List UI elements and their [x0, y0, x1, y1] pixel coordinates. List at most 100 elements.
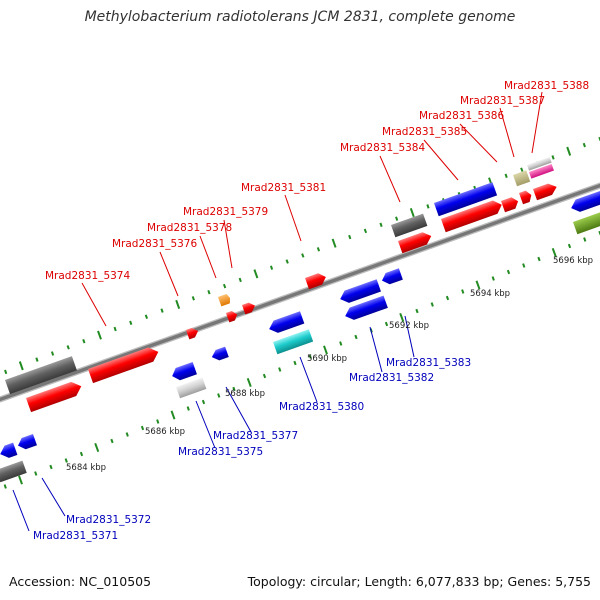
scale-tick: [79, 451, 84, 457]
scale-tick: [537, 256, 541, 262]
gene-features: [0, 156, 600, 483]
scale-tick: [504, 173, 508, 179]
scale-tick: [331, 238, 337, 248]
scale-tick: [110, 438, 114, 444]
gene-label-5382[interactable]: Mrad2831_5382: [349, 372, 434, 384]
scale-tick: [363, 228, 368, 234]
gene-label-5372[interactable]: Mrad2831_5372: [66, 514, 151, 526]
scale-tick: [34, 471, 38, 476]
scale-tick: [293, 360, 297, 366]
gene-red-5385: [441, 200, 502, 233]
scale-tick: [82, 338, 86, 344]
scale-label-5694: 5694 kbp: [470, 289, 510, 299]
scale-tick: [323, 345, 328, 355]
scale-tick: [144, 314, 149, 319]
genome-title: Methylobacterium radiotolerans JCM 2831,…: [84, 9, 516, 25]
scale-tick: [461, 289, 465, 294]
top-label-leaders: [81, 91, 543, 327]
scale-tick: [583, 237, 587, 242]
scale-tick: [415, 308, 419, 314]
gene-label-5378[interactable]: Mrad2831_5378: [147, 222, 232, 234]
gene-label-5383[interactable]: Mrad2831_5383: [386, 357, 471, 369]
gene-label-5380[interactable]: Mrad2831_5380: [279, 401, 364, 413]
gene-label-5379[interactable]: Mrad2831_5379: [183, 206, 268, 218]
scale-label-5686: 5686 kbp: [145, 427, 185, 437]
gene-red-left: [26, 381, 82, 413]
scale-tick: [301, 253, 305, 258]
gene-label-5374[interactable]: Mrad2831_5374: [45, 270, 130, 282]
gene-light-5377: [176, 377, 207, 399]
gene-blue-5385: [434, 182, 498, 217]
scale-tick: [316, 247, 321, 252]
scale-tick: [49, 464, 53, 470]
scale-label-5684: 5684 kbp: [66, 463, 106, 473]
gene-label-5371[interactable]: Mrad2831_5371: [33, 530, 118, 542]
genome-summary: Topology: circular; Length: 6,077,833 bp…: [247, 574, 591, 589]
scale-tick: [217, 393, 221, 398]
scale-tick: [129, 320, 133, 326]
scale-tick: [262, 373, 267, 379]
scale-tick: [4, 369, 8, 375]
scale-tick: [18, 361, 24, 371]
gene-blue-right: [571, 188, 600, 212]
scale-tick: [409, 207, 415, 218]
gene-label-5388[interactable]: Mrad2831_5388: [504, 80, 589, 92]
gene-blue-5382a: [340, 279, 381, 303]
gene-grey-5384: [391, 213, 428, 238]
gene-label-5376[interactable]: Mrad2831_5376: [112, 238, 197, 250]
gene-red-5384: [398, 232, 432, 254]
scale-tick: [238, 277, 242, 283]
scale-tick: [186, 406, 190, 411]
gene-khaki-5387: [513, 170, 531, 187]
scale-tick: [3, 484, 7, 489]
scale-tick: [551, 247, 557, 258]
scale-label-5688: 5688 kbp: [225, 389, 265, 399]
gene-grey-5371: [0, 460, 27, 483]
scale-tick: [222, 283, 227, 289]
gene-blue-5372: [18, 433, 37, 450]
gene-label-5381[interactable]: Mrad2831_5381: [241, 182, 326, 194]
gene-label-5386[interactable]: Mrad2831_5386: [419, 110, 504, 122]
scale-tick: [522, 263, 526, 268]
gene-red-5381: [305, 273, 326, 290]
gene-red-5378b: [226, 310, 238, 323]
scale-tick: [426, 204, 430, 209]
scale-tick: [506, 269, 511, 275]
gene-pink-5388: [529, 163, 554, 179]
gene-label-5387[interactable]: Mrad2831_5387: [460, 95, 545, 107]
bottom-label-leaders: [12, 315, 415, 532]
scale-tick: [582, 142, 586, 148]
scale-tick: [64, 458, 68, 463]
gene-red-5376: [186, 327, 199, 340]
scale-tick: [156, 419, 160, 424]
scale-tick: [113, 326, 117, 332]
scale-tick: [475, 280, 481, 290]
scale-tick: [566, 146, 572, 156]
scale-tick: [551, 155, 555, 160]
scale-tick: [207, 289, 211, 295]
gene-red-5374: [88, 347, 159, 384]
scale-ticks: [3, 136, 600, 489]
gene-label-5385[interactable]: Mrad2831_5385: [382, 126, 467, 138]
scale-tick: [160, 308, 164, 313]
scale-tick: [246, 377, 252, 388]
gene-label-5375[interactable]: Mrad2831_5375: [178, 446, 263, 458]
accession-label: Accession: NC_010505: [9, 574, 152, 589]
gene-grey-left: [5, 356, 77, 395]
scale-label-5690: 5690 kbp: [307, 354, 347, 364]
scale-tick: [399, 312, 405, 323]
gene-label-5377[interactable]: Mrad2831_5377: [213, 430, 298, 442]
scale-tick: [140, 425, 145, 431]
top-gene-labels: Mrad2831_5374 Mrad2831_5376 Mrad2831_537…: [45, 80, 589, 282]
genome-backbone: [0, 182, 600, 403]
gene-blue-5382b: [345, 295, 388, 320]
scale-tick: [201, 399, 206, 405]
scale-tick: [384, 321, 389, 327]
scale-tick: [348, 234, 352, 240]
scale-tick: [191, 296, 195, 301]
gene-label-5384[interactable]: Mrad2831_5384: [340, 142, 425, 154]
gene-red-5386: [501, 197, 519, 213]
scale-tick: [232, 386, 236, 392]
scale-tick: [445, 295, 450, 301]
scale-tick: [339, 341, 343, 346]
